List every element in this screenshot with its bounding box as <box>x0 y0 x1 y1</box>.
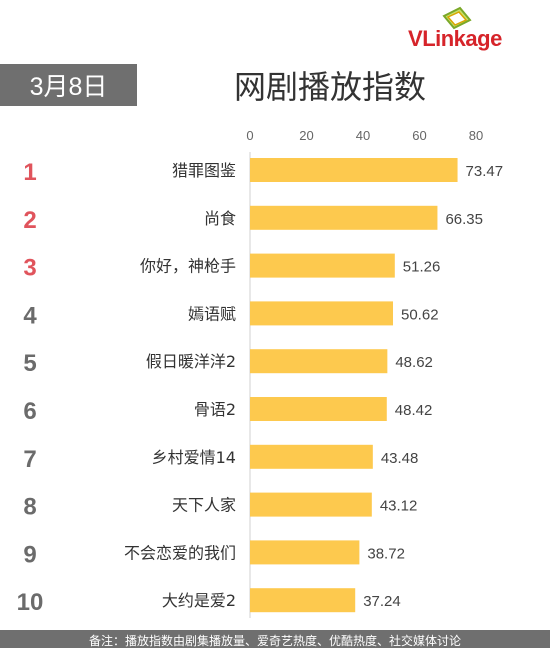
date-badge: 3月8日 <box>0 64 137 106</box>
rank-number: 7 <box>23 446 36 473</box>
page-title: 网剧播放指数 <box>233 68 426 106</box>
date-label: 3月8日 <box>29 73 108 101</box>
logo-text-v: V <box>408 26 423 51</box>
x-tick-label: 0 <box>246 128 253 143</box>
rank-number: 1 <box>23 159 36 186</box>
bar <box>250 205 438 230</box>
bar <box>250 588 356 613</box>
bar-category-label: 假日暖洋洋2 <box>146 352 236 371</box>
bar-value-label: 43.48 <box>381 450 419 467</box>
bar <box>250 492 372 517</box>
footer-note: 备注：播放指数由剧集播放量、爱奇艺热度、优酷热度、社交媒体讨论 <box>0 630 550 648</box>
x-tick-label: 20 <box>299 128 313 143</box>
bar-category-label: 猎罪图鉴 <box>172 161 236 180</box>
bar <box>250 301 394 326</box>
bar <box>250 397 387 421</box>
bar-value-label: 66.35 <box>445 211 483 228</box>
rank-number: 6 <box>23 398 36 425</box>
rank-number: 5 <box>23 350 36 377</box>
rank-number: 3 <box>23 255 36 282</box>
ranking-bar-chart: 0 20 40 60 80 1 猎罪图鉴 73.47 2 尚食 66.35 3 你好，神枪手 51.26 4… <box>17 128 504 618</box>
bar <box>250 444 373 469</box>
footer-note-text: 备注：播放指数由剧集播放量、爱奇艺热度、优酷热度、社交媒体讨论 <box>88 634 461 648</box>
bar <box>250 158 458 182</box>
bar-value-label: 50.62 <box>401 306 439 323</box>
logo-text-link: Link <box>422 26 466 51</box>
bar-value-label: 48.62 <box>395 354 433 371</box>
bar <box>250 349 388 374</box>
bar-category-label: 尚食 <box>204 209 236 228</box>
bar-category-label: 大约是爱2 <box>162 591 236 610</box>
bar-category-label: 你好，神枪手 <box>140 257 236 276</box>
bar-value-label: 43.12 <box>380 498 418 515</box>
x-tick-label: 40 <box>356 128 370 143</box>
x-tick-label: 60 <box>412 128 426 143</box>
rank-number: 8 <box>23 494 36 521</box>
rank-number: 4 <box>23 302 37 329</box>
x-tick-label: 80 <box>469 128 483 143</box>
bar-category-label: 乡村爱情14 <box>152 448 236 467</box>
bar-value-label: 51.26 <box>403 259 441 276</box>
bar-value-label: 48.42 <box>395 402 433 419</box>
bar-value-label: 73.47 <box>466 163 504 180</box>
logo-text-age: age <box>465 26 502 51</box>
logo-mark-icon <box>442 6 472 30</box>
rank-number: 2 <box>23 207 36 234</box>
bar-category-label: 不会恋爱的我们 <box>124 543 236 562</box>
logo-text: VLinkage <box>408 26 502 52</box>
rank-number: 9 <box>23 541 36 568</box>
bar-category-label: 嫣语赋 <box>188 304 236 323</box>
bar-category-label: 天下人家 <box>172 496 236 515</box>
bar <box>250 253 395 278</box>
rank-number: 10 <box>17 589 44 616</box>
bar-value-label: 37.24 <box>363 593 401 610</box>
bar-category-label: 骨语2 <box>194 400 236 419</box>
vlinkage-logo: VLinkage <box>408 6 538 56</box>
bar-value-label: 38.72 <box>367 545 405 562</box>
bar <box>250 540 360 565</box>
